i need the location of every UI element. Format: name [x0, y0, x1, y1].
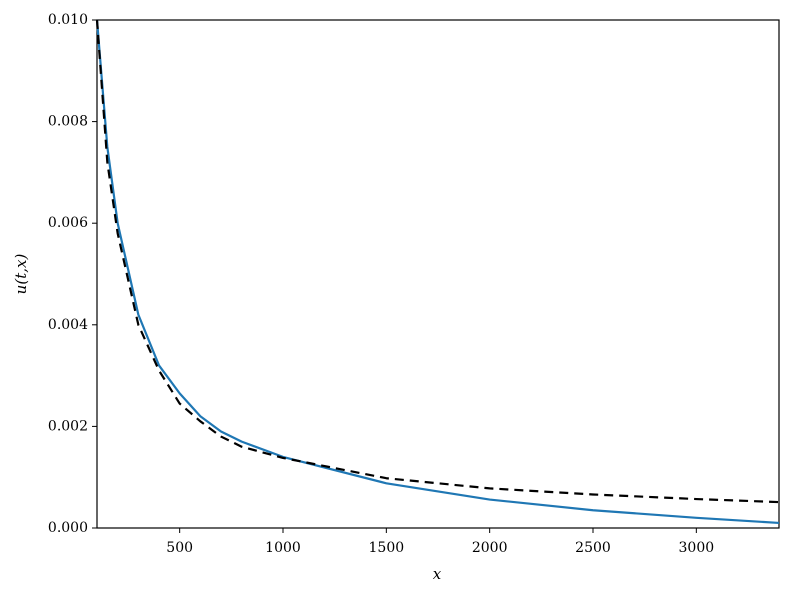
x-tick-label: 2500 — [575, 540, 611, 556]
y-tick-label: 0.002 — [48, 418, 88, 434]
y-tick-label: 0.006 — [48, 215, 88, 231]
y-tick-label: 0.004 — [48, 317, 88, 333]
x-tick-label: 2000 — [472, 540, 508, 556]
x-tick-label: 500 — [166, 540, 193, 556]
y-tick-label: 0.000 — [48, 520, 88, 536]
x-tick-label: 1000 — [265, 540, 301, 556]
y-tick-label: 0.008 — [48, 114, 88, 130]
plot-frame — [96, 19, 780, 529]
y-tick-label: 0.010 — [48, 12, 88, 28]
series-line — [95, 19, 780, 504]
x-axis-label: x — [433, 565, 442, 583]
x-tick-label: 1500 — [369, 540, 405, 556]
x-tick-label: 3000 — [679, 540, 715, 556]
series-line — [95, 19, 780, 525]
y-axis-label: u(t,x) — [12, 254, 30, 295]
